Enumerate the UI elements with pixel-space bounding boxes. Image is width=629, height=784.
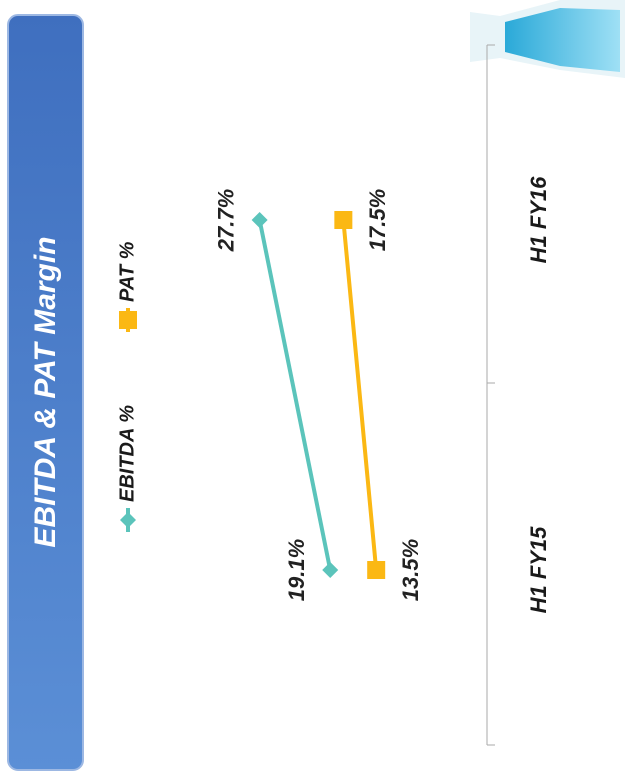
flask [470, 0, 625, 78]
legend-label: PAT % [116, 241, 138, 302]
series-line [260, 220, 331, 570]
data-label: 19.1% [284, 539, 309, 601]
chart: EBITDA & PAT Margin H1 FY15 H1 FY16 19.1% 2… [0, 0, 629, 784]
x-tick-label: H1 FY16 [526, 176, 551, 264]
data-point [252, 212, 268, 228]
chart-title: EBITDA & PAT Margin [29, 236, 62, 547]
plot: EBITDA & PAT Margin H1 FY15 H1 FY16 19.1% 2… [8, 15, 551, 770]
data-label: 17.5% [365, 189, 390, 251]
data-point [334, 211, 352, 229]
data-label: 13.5% [398, 539, 423, 601]
legend-marker [119, 311, 137, 329]
data-label: 27.7% [213, 189, 238, 252]
series-line [343, 220, 376, 570]
legend-marker [120, 512, 136, 528]
data-point [322, 562, 338, 578]
x-tick-label: H1 FY15 [526, 526, 551, 614]
data-point [367, 561, 385, 579]
legend-label: EBITDA % [116, 405, 138, 502]
